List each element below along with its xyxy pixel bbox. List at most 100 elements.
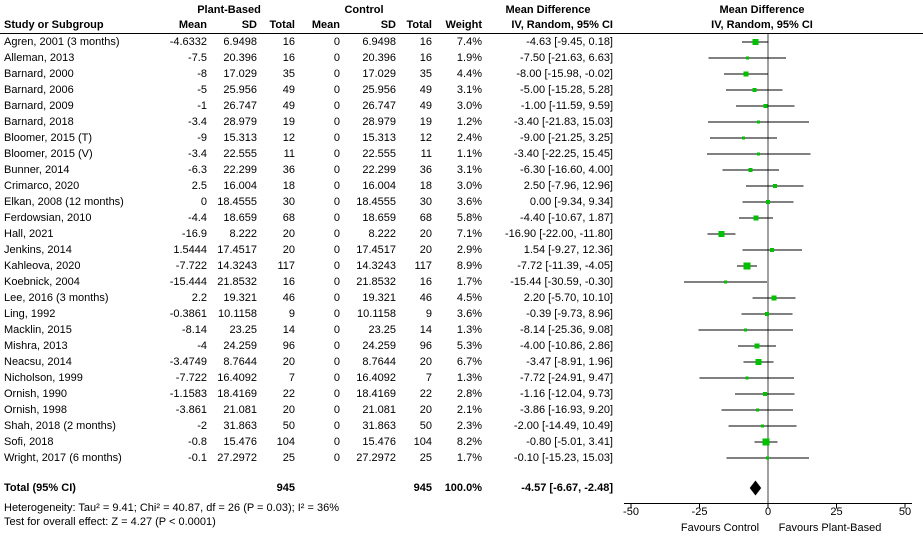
group-header-plant-based: Plant-Based bbox=[197, 4, 261, 16]
row-15-mean-plant: -7.722 bbox=[175, 260, 207, 272]
row-20-total-plant: 96 bbox=[282, 340, 295, 352]
row-24-mean-control: 0 bbox=[333, 404, 340, 416]
row-14-mean-control: 0 bbox=[333, 244, 340, 256]
row-22-study-name: Nicholson, 1999 bbox=[4, 372, 83, 384]
row-23-study-name: Ornish, 1990 bbox=[4, 388, 67, 400]
point-estimate-marker-6 bbox=[757, 120, 761, 124]
row-8-study-name: Bloomer, 2015 (V) bbox=[4, 148, 93, 160]
point-estimate-marker-25 bbox=[761, 424, 765, 428]
row-6-md-ci: -3.40 [-21.83, 15.03] bbox=[513, 116, 613, 128]
point-estimate-marker-27 bbox=[766, 456, 770, 460]
total-n-control: 945 bbox=[413, 482, 432, 494]
row-27-mean-control: 0 bbox=[333, 452, 340, 464]
row-25-total-control: 50 bbox=[419, 420, 432, 432]
row-14-study-name: Jenkins, 2014 bbox=[4, 244, 72, 256]
point-estimate-marker-20 bbox=[754, 343, 760, 349]
row-11-study-name: Elkan, 2008 (12 months) bbox=[4, 196, 124, 208]
row-6-weight: 1.2% bbox=[456, 116, 482, 128]
row-16-total-plant: 16 bbox=[282, 276, 295, 288]
row-10-total-control: 18 bbox=[419, 180, 432, 192]
row-3-total-plant: 35 bbox=[282, 68, 295, 80]
row-4-mean-control: 0 bbox=[333, 84, 340, 96]
row-27-sd-plant: 27.2972 bbox=[217, 452, 257, 464]
row-9-sd-control: 22.299 bbox=[362, 164, 396, 176]
row-1-mean-control: 0 bbox=[333, 36, 340, 48]
row-1-sd-control: 6.9498 bbox=[362, 36, 396, 48]
row-2-total-plant: 16 bbox=[282, 52, 295, 64]
row-17-mean-control: 0 bbox=[333, 292, 340, 304]
row-26-study-name: Sofi, 2018 bbox=[4, 436, 54, 448]
plot-title: Mean Difference bbox=[719, 4, 805, 16]
point-estimate-marker-13 bbox=[718, 231, 725, 237]
row-4-total-plant: 49 bbox=[282, 84, 295, 96]
row-7-sd-control: 15.313 bbox=[362, 132, 396, 144]
row-7-total-plant: 12 bbox=[282, 132, 295, 144]
row-3-weight: 4.4% bbox=[456, 68, 482, 80]
row-6-study-name: Barnard, 2018 bbox=[4, 116, 74, 128]
row-16-sd-control: 21.8532 bbox=[356, 276, 396, 288]
row-22-md-ci: -7.72 [-24.91, 9.47] bbox=[520, 372, 613, 384]
row-24-mean-plant: -3.861 bbox=[175, 404, 207, 416]
row-7-mean-control: 0 bbox=[333, 132, 340, 144]
point-estimate-marker-19 bbox=[744, 328, 748, 332]
row-13-study-name: Hall, 2021 bbox=[4, 228, 54, 240]
row-15-md-ci: -7.72 [-11.39, -4.05] bbox=[517, 260, 613, 272]
row-9-study-name: Bunner, 2014 bbox=[4, 164, 70, 176]
row-8-total-control: 11 bbox=[420, 148, 432, 160]
row-21-weight: 6.7% bbox=[456, 356, 482, 368]
row-26-mean-plant: -0.8 bbox=[188, 436, 207, 448]
row-23-sd-control: 18.4169 bbox=[356, 388, 396, 400]
row-14-sd-plant: 17.4517 bbox=[217, 244, 257, 256]
row-10-sd-plant: 16.004 bbox=[223, 180, 257, 192]
row-26-md-ci: -0.80 [-5.01, 3.41] bbox=[526, 436, 613, 448]
row-22-sd-control: 16.4092 bbox=[356, 372, 396, 384]
row-27-md-ci: -0.10 [-15.23, 15.03] bbox=[513, 452, 613, 464]
row-1-total-control: 16 bbox=[419, 36, 432, 48]
point-estimate-marker-12 bbox=[753, 215, 759, 221]
row-13-weight: 7.1% bbox=[456, 228, 482, 240]
row-11-weight: 3.6% bbox=[456, 196, 482, 208]
point-estimate-marker-2 bbox=[745, 56, 749, 60]
row-17-mean-plant: 2.2 bbox=[191, 292, 207, 304]
row-6-sd-plant: 28.979 bbox=[223, 116, 257, 128]
row-1-mean-plant: -4.6332 bbox=[169, 36, 207, 48]
point-estimate-marker-9 bbox=[748, 168, 753, 172]
row-20-sd-control: 24.259 bbox=[362, 340, 396, 352]
md-column-title: Mean Difference bbox=[505, 4, 591, 16]
row-20-weight: 5.3% bbox=[456, 340, 482, 352]
row-26-total-control: 104 bbox=[413, 436, 432, 448]
row-26-sd-plant: 15.476 bbox=[223, 436, 257, 448]
row-26-total-plant: 104 bbox=[276, 436, 295, 448]
row-19-sd-plant: 23.25 bbox=[229, 324, 257, 336]
row-10-weight: 3.0% bbox=[456, 180, 482, 192]
row-2-mean-plant: -7.5 bbox=[188, 52, 207, 64]
row-12-md-ci: -4.40 [-10.67, 1.87] bbox=[520, 212, 613, 224]
row-11-sd-control: 18.4555 bbox=[356, 196, 396, 208]
row-11-md-ci: 0.00 [-9.34, 9.34] bbox=[529, 196, 613, 208]
row-15-mean-control: 0 bbox=[333, 260, 340, 272]
row-3-md-ci: -8.00 [-15.98, -0.02] bbox=[516, 68, 613, 80]
row-3-mean-control: 0 bbox=[333, 68, 340, 80]
total-label: Total (95% CI) bbox=[4, 482, 76, 494]
row-13-md-ci: -16.90 [-22.00, -11.80] bbox=[504, 228, 613, 240]
row-4-total-control: 49 bbox=[419, 84, 432, 96]
row-6-total-control: 19 bbox=[419, 116, 432, 128]
row-18-total-control: 9 bbox=[425, 308, 432, 320]
col-header-mean-c: Mean bbox=[311, 19, 340, 31]
row-26-weight: 8.2% bbox=[456, 436, 482, 448]
col-header-total-pb: Total bbox=[269, 19, 295, 31]
row-1-study-name: Agren, 2001 (3 months) bbox=[4, 36, 120, 48]
row-2-weight: 1.9% bbox=[456, 52, 482, 64]
row-24-total-control: 20 bbox=[419, 404, 432, 416]
point-estimate-marker-7 bbox=[741, 136, 745, 140]
row-9-sd-plant: 22.299 bbox=[223, 164, 257, 176]
header-divider bbox=[0, 32, 923, 35]
row-14-md-ci: 1.54 [-9.27, 12.36] bbox=[523, 244, 613, 256]
row-19-total-control: 14 bbox=[419, 324, 432, 336]
row-16-md-ci: -15.44 [-30.59, -0.30] bbox=[510, 276, 613, 288]
row-25-total-plant: 50 bbox=[282, 420, 295, 432]
col-header-weight: Weight bbox=[445, 19, 482, 31]
row-25-sd-plant: 31.863 bbox=[223, 420, 257, 432]
row-12-mean-plant: -4.4 bbox=[188, 212, 207, 224]
row-18-sd-control: 10.1158 bbox=[357, 308, 396, 320]
